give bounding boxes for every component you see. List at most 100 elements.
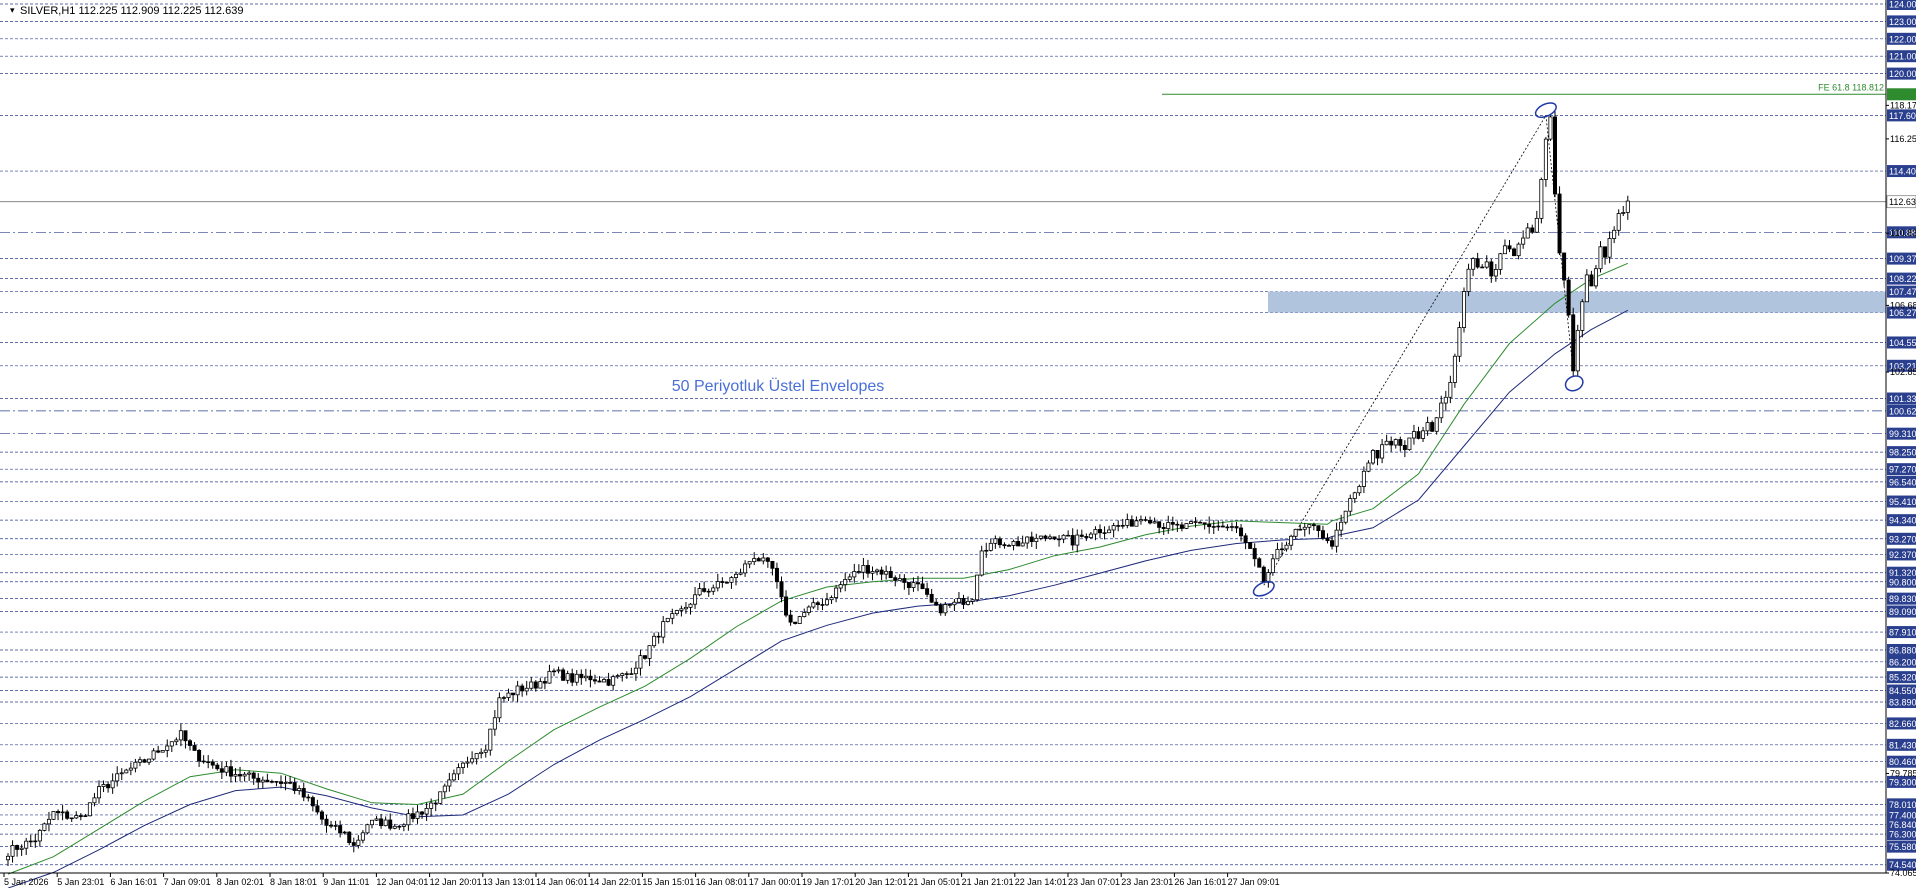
candle-body [1389, 440, 1394, 446]
candle-body [1443, 396, 1448, 404]
candle-body [288, 782, 293, 784]
candle-body [238, 774, 243, 777]
time-tick-label: 19 Jan 17:01 [802, 877, 854, 887]
price-tick-label: 89.830 [1889, 594, 1916, 604]
candle-body [847, 576, 852, 580]
candle-body [1047, 536, 1052, 539]
candle-body [1589, 274, 1594, 287]
candle-body [1525, 227, 1530, 239]
dropdown-arrow-icon[interactable]: ▾ [10, 5, 15, 15]
candle-body [1052, 536, 1057, 540]
candle-body [533, 681, 538, 689]
candle-body [820, 604, 825, 606]
candle-body [10, 845, 15, 857]
time-tick-label: 8 Jan 02:01 [217, 877, 264, 887]
candle-body [1016, 540, 1021, 547]
candle-body [1189, 521, 1194, 524]
candle-body [647, 645, 652, 659]
candle-body [1366, 462, 1371, 472]
candle-body [583, 675, 588, 679]
candle-body [934, 601, 939, 606]
candle-body [702, 588, 707, 592]
price-tag-box [1887, 828, 1916, 841]
candle-body [620, 673, 625, 676]
price-tag-box [1887, 475, 1916, 488]
candle-body [1248, 542, 1253, 549]
candle-body [520, 685, 525, 692]
candle-body [579, 673, 584, 679]
candle-body [538, 681, 543, 689]
candle-body [474, 753, 479, 760]
candle-body [388, 819, 393, 829]
price-tick-label: 79.300 [1889, 777, 1916, 787]
trendline-dashed [1263, 115, 1547, 586]
candle-body [1352, 492, 1357, 499]
price-tag-box [1887, 427, 1916, 440]
candle-body [1430, 422, 1435, 432]
candle-body [1043, 535, 1048, 539]
candle-body [1316, 525, 1321, 532]
candle-body [511, 692, 516, 696]
fibonacci-expansion: FE 61.8 118.812 [1162, 82, 1886, 95]
candle-body [552, 670, 557, 673]
candle-body [470, 758, 475, 763]
candle-body [1498, 253, 1503, 270]
candle-body [1334, 529, 1339, 547]
candle-body [46, 818, 51, 825]
price-tick-label: 74.065 [1890, 868, 1916, 878]
candle-body [1252, 548, 1257, 560]
candle-body [1302, 526, 1307, 530]
time-tick-label: 16 Jan 08:01 [696, 877, 748, 887]
candle-body [1325, 537, 1330, 542]
time-axis: 5 Jan 2026 5 Jan 23:01 6 Jan 16:01 7 Jan 09… [0, 872, 1886, 887]
candle-body [228, 766, 233, 777]
price-tag-box [1887, 840, 1916, 853]
candle-body [483, 749, 488, 753]
candle-body [197, 750, 202, 762]
candle-body [1557, 193, 1562, 254]
ema-lower-line [7, 309, 1629, 889]
swing-low-ellipse [1252, 580, 1275, 597]
candle-body [410, 813, 415, 819]
price-tag-box [1887, 738, 1916, 751]
candle-body [861, 565, 866, 573]
price-tag-box [1887, 626, 1916, 639]
price-tick-label: 99.310 [1889, 429, 1916, 439]
price-tick-label: 121.000 [1889, 52, 1916, 62]
candle-body [106, 784, 111, 789]
candle-body [1175, 523, 1180, 526]
candle-body [438, 791, 443, 804]
time-tick-label: 6 Jan 16:01 [110, 877, 157, 887]
candle-body [310, 797, 315, 807]
price-tick-label: 74.540 [1889, 860, 1916, 870]
candle-body [756, 558, 761, 562]
candle-body [1375, 449, 1380, 459]
candle-body [643, 655, 648, 659]
candle-body [160, 750, 165, 753]
price-tag-box [1887, 392, 1916, 405]
candle-body [74, 815, 79, 819]
candle-body [884, 570, 889, 575]
candle-body [306, 796, 311, 799]
price-tick-label: 114.400 [1889, 167, 1916, 177]
candle-body [1161, 526, 1166, 530]
candle-body [565, 673, 570, 681]
candle-body [351, 842, 356, 846]
candle-body [674, 610, 679, 614]
candle-body [128, 767, 133, 771]
price-tag-box [1887, 495, 1916, 508]
price-tick-label: 109.370 [1889, 254, 1916, 264]
candle-body [133, 761, 138, 769]
candle-body [219, 768, 224, 773]
candle-body [1607, 238, 1612, 258]
price-tag-box [1887, 592, 1916, 605]
price-tick-label: 81.430 [1889, 740, 1916, 750]
ema-envelope [7, 262, 1629, 889]
candle-body [192, 745, 197, 751]
candle-body [1384, 440, 1389, 446]
candle-body [83, 815, 88, 817]
candle-body [547, 670, 552, 684]
candle-body [743, 563, 748, 574]
